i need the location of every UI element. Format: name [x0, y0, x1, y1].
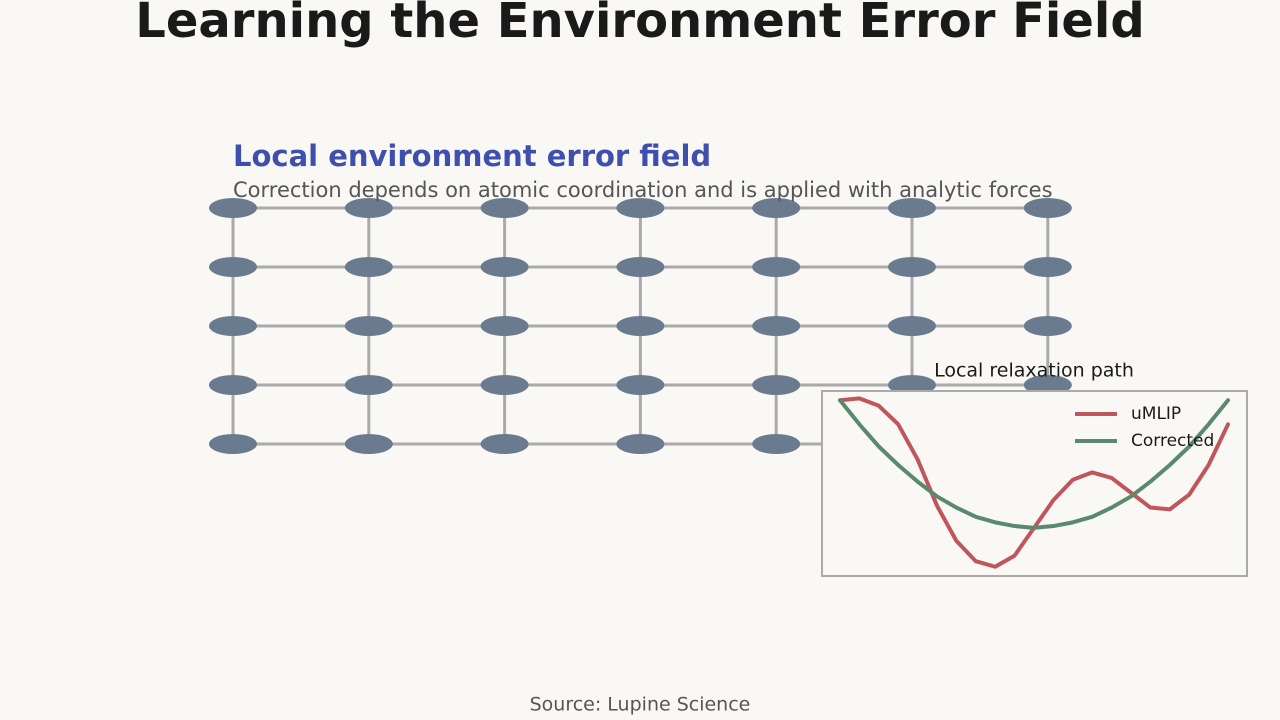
- panel-title: Local environment error field: [233, 139, 711, 173]
- source: Source: Lupine Science: [530, 694, 751, 716]
- atom: [616, 434, 665, 454]
- inset-chart: Local relaxation path uMLIP Corrected: [821, 360, 1248, 577]
- legend-label: uMLIP: [1131, 404, 1181, 424]
- inset-title: Local relaxation path: [934, 360, 1134, 382]
- series-line: [838, 398, 1230, 530]
- atom: [209, 257, 257, 277]
- atom: [480, 375, 529, 395]
- atom: [480, 316, 529, 336]
- atom: [480, 257, 529, 277]
- atom: [344, 434, 393, 454]
- atom: [1023, 257, 1072, 277]
- atom: [752, 434, 801, 454]
- atom: [616, 198, 665, 218]
- atom: [888, 198, 936, 218]
- atom: [616, 316, 665, 336]
- atom: [752, 316, 801, 336]
- atom: [209, 375, 257, 395]
- atom: [344, 316, 393, 336]
- slide-title: Learning the Environment Error Field: [135, 0, 1144, 49]
- atom: [480, 434, 529, 454]
- atom: [752, 375, 801, 395]
- atom: [344, 198, 393, 218]
- atom: [752, 198, 801, 218]
- atom: [344, 257, 393, 277]
- atom: [616, 257, 665, 277]
- atom: [888, 257, 936, 277]
- panel-subtitle: Correction depends on atomic coordinatio…: [233, 178, 1053, 202]
- legend-label: Corrected: [1131, 431, 1214, 451]
- atom: [209, 198, 257, 218]
- atom: [480, 198, 529, 218]
- atom: [209, 316, 257, 336]
- atom: [888, 316, 936, 336]
- atom: [1023, 316, 1072, 336]
- atom: [344, 375, 393, 395]
- atom: [1023, 198, 1072, 218]
- inset-frame: [821, 390, 1248, 577]
- atom: [616, 375, 665, 395]
- atom: [209, 434, 257, 454]
- atom: [752, 257, 801, 277]
